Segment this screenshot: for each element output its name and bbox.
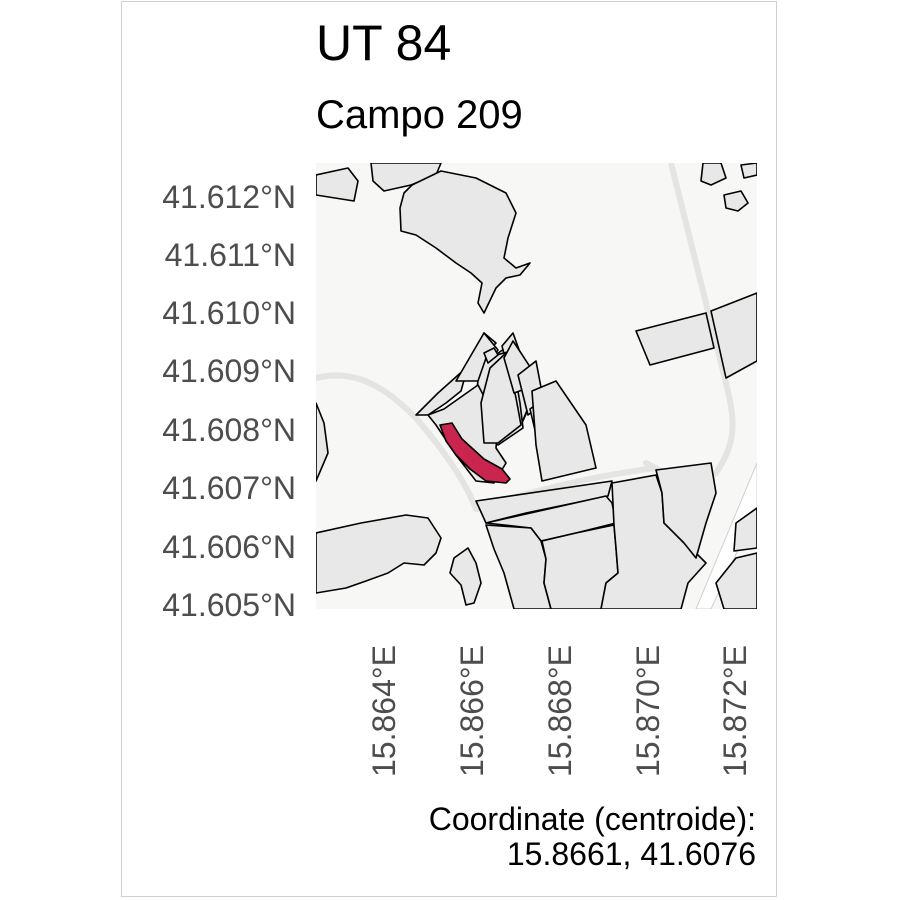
parcel (715, 552, 757, 609)
parcel (455, 332, 499, 382)
parcel (531, 380, 597, 482)
y-tick-label: 41.609°N (162, 353, 296, 389)
road (316, 372, 479, 512)
x-tick-label: 15.868°E (542, 644, 578, 777)
map-svg (316, 163, 757, 609)
parcel (723, 190, 749, 212)
parcel (483, 347, 499, 364)
parcel (635, 312, 715, 366)
x-tick-label: 15.864°E (366, 644, 402, 777)
centroid-caption: Coordinate (centroide): 15.8661, 41.6076 (428, 801, 756, 873)
parcel (316, 402, 329, 482)
caption-line: Coordinate (centroide): (428, 801, 756, 837)
parcel (316, 514, 442, 594)
parcel (655, 462, 717, 559)
parcel (740, 163, 757, 179)
map-subtitle: Campo 209 (316, 93, 523, 137)
parcel (316, 167, 359, 202)
x-tick-label: 15.870°E (630, 644, 666, 777)
x-tick-label: 15.872°E (717, 644, 753, 777)
parcel (733, 507, 757, 552)
highlighted-parcel[interactable] (439, 422, 511, 484)
parcel (710, 292, 757, 379)
highway-segment (695, 462, 757, 609)
y-tick-label: 41.608°N (162, 412, 296, 448)
parcel (700, 163, 727, 186)
parcel-layer (316, 163, 757, 609)
y-tick-label: 41.612°N (162, 179, 296, 215)
centroid-coordinates: 15.8661, 41.6076 (506, 836, 756, 873)
x-tick-label: 15.866°E (454, 644, 490, 777)
y-tick-label: 41.607°N (162, 470, 296, 506)
y-tick-label: 41.606°N (162, 529, 296, 565)
parcel (399, 170, 531, 314)
y-tick-label: 41.611°N (164, 237, 296, 273)
y-tick-label: 41.610°N (162, 295, 296, 331)
parcel (449, 547, 482, 606)
road (668, 163, 736, 476)
map-title: UT 84 (316, 15, 452, 71)
map-panel[interactable] (316, 163, 757, 609)
y-tick-label: 41.605°N (162, 587, 296, 623)
